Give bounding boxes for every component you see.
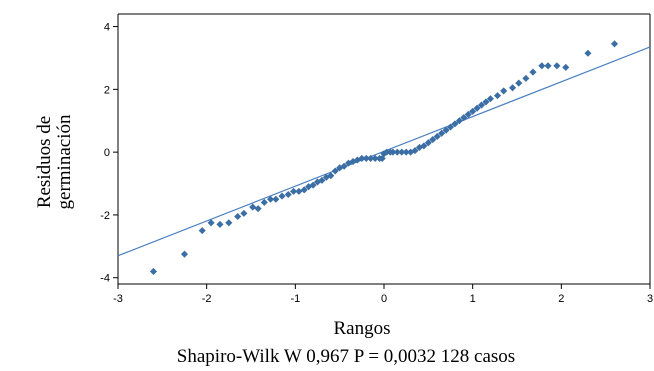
data-point bbox=[500, 87, 508, 95]
data-point bbox=[198, 227, 206, 235]
data-point bbox=[398, 148, 406, 156]
y-tick-label: -4 bbox=[100, 273, 110, 285]
data-point bbox=[309, 181, 317, 189]
data-point bbox=[340, 162, 348, 170]
data-point bbox=[477, 101, 486, 109]
data-point bbox=[216, 220, 224, 228]
data-point bbox=[553, 62, 561, 70]
data-point bbox=[300, 186, 308, 194]
data-point bbox=[362, 154, 370, 162]
data-point bbox=[610, 40, 619, 48]
y-tick-label: 2 bbox=[104, 84, 110, 96]
x-axis-title: Rangos bbox=[334, 318, 391, 339]
data-point bbox=[295, 187, 303, 195]
x-tick-label: -1 bbox=[290, 293, 300, 305]
data-point bbox=[240, 209, 248, 217]
data-point bbox=[446, 123, 455, 131]
data-point bbox=[266, 195, 275, 203]
data-point bbox=[509, 84, 517, 92]
data-point bbox=[493, 92, 502, 100]
data-points bbox=[149, 40, 619, 275]
data-point bbox=[438, 129, 446, 137]
data-point bbox=[538, 62, 546, 70]
axes bbox=[117, 13, 651, 285]
x-tick-label: 2 bbox=[558, 293, 564, 305]
x-tick-label: 0 bbox=[381, 293, 387, 305]
data-point bbox=[207, 219, 215, 227]
data-point bbox=[562, 63, 570, 71]
data-point bbox=[272, 195, 280, 203]
x-tick-label: 1 bbox=[470, 293, 476, 305]
data-point bbox=[327, 172, 335, 180]
x-tick-label: 3 bbox=[647, 293, 653, 305]
data-point bbox=[290, 187, 298, 195]
data-point bbox=[371, 154, 379, 162]
data-point bbox=[424, 139, 432, 147]
x-tick-label: -2 bbox=[202, 293, 212, 305]
data-point bbox=[149, 267, 158, 275]
data-point bbox=[522, 74, 530, 82]
data-point bbox=[451, 120, 459, 128]
data-point bbox=[529, 68, 537, 76]
data-point bbox=[254, 205, 262, 213]
data-point bbox=[393, 148, 401, 156]
data-point bbox=[278, 192, 286, 200]
data-point bbox=[420, 142, 428, 150]
data-point bbox=[284, 190, 292, 199]
y-axis-title-line-2: germinación bbox=[54, 114, 75, 209]
data-point bbox=[469, 107, 477, 115]
data-point bbox=[402, 148, 410, 156]
data-point bbox=[180, 250, 189, 258]
caption-shapiro-wilk: Shapiro-Wilk W 0,967 P = 0,0032 128 caso… bbox=[177, 346, 515, 367]
data-point bbox=[358, 154, 366, 162]
data-point bbox=[473, 104, 481, 112]
data-point bbox=[318, 176, 326, 184]
data-point bbox=[442, 126, 450, 134]
data-point bbox=[249, 203, 257, 211]
x-tick-label: -3 bbox=[113, 293, 123, 305]
data-point bbox=[389, 148, 397, 156]
data-point bbox=[367, 154, 375, 162]
data-point bbox=[260, 198, 268, 206]
data-point bbox=[383, 148, 391, 156]
data-point bbox=[515, 79, 523, 87]
y-tick-label: 4 bbox=[104, 22, 110, 34]
data-point bbox=[225, 219, 233, 227]
y-axis-title-line-1: Residuos de bbox=[34, 116, 55, 208]
y-tick-label: 0 bbox=[104, 147, 110, 159]
data-point bbox=[411, 147, 419, 155]
data-point bbox=[455, 117, 463, 125]
data-point bbox=[584, 49, 592, 57]
data-point bbox=[331, 167, 339, 175]
data-point bbox=[464, 110, 472, 119]
data-point bbox=[234, 212, 242, 221]
data-point bbox=[429, 136, 437, 144]
x-ticks: -3 -2 -1 0 1 2 3 bbox=[113, 284, 653, 305]
data-point bbox=[482, 98, 490, 106]
y-ticks: -4 -2 0 2 4 bbox=[100, 22, 118, 285]
data-point bbox=[433, 132, 441, 140]
data-point bbox=[460, 114, 468, 122]
data-point bbox=[486, 95, 494, 103]
y-tick-label: -2 bbox=[100, 210, 110, 222]
data-point bbox=[544, 62, 552, 70]
